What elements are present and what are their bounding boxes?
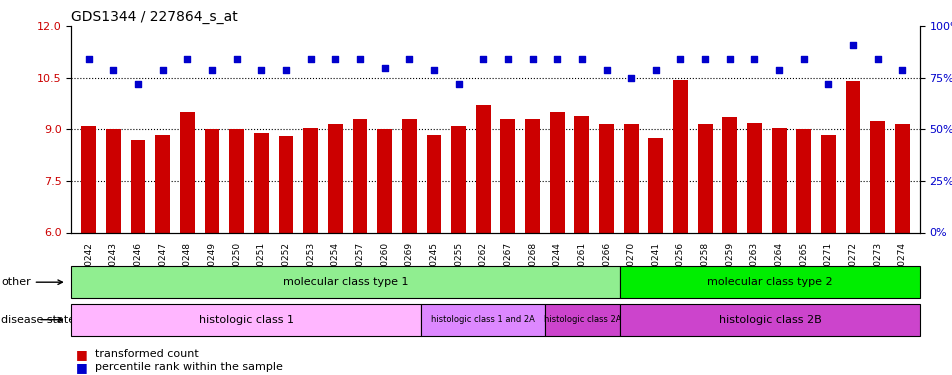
Point [525,56,540,62]
Bar [253,133,268,232]
Text: ■: ■ [76,361,88,374]
Bar [130,140,146,232]
Point [155,67,170,73]
Point [204,67,219,73]
Bar [426,135,441,232]
Point [647,67,663,73]
FancyBboxPatch shape [620,304,919,336]
Text: percentile rank within the sample: percentile rank within the sample [95,363,283,372]
Bar [180,112,194,232]
Bar [450,126,466,232]
Point [771,67,786,73]
Text: other: other [1,277,62,287]
Point [574,56,589,62]
Point [894,67,909,73]
Point [228,56,244,62]
Point [820,81,835,87]
Bar [672,80,687,232]
Bar [722,117,737,232]
Point [426,67,441,73]
Text: molecular class type 2: molecular class type 2 [706,277,832,287]
Bar [303,128,318,232]
Bar [697,124,712,232]
Text: transformed count: transformed count [95,350,199,359]
Point [598,67,613,73]
Point [401,56,416,62]
Point [623,75,638,81]
Text: ■: ■ [76,348,88,361]
Bar [205,129,219,232]
Point [327,56,343,62]
Text: histologic class 1: histologic class 1 [198,315,293,325]
Bar [549,112,564,232]
Bar [624,124,638,232]
Point [352,56,367,62]
Bar [106,129,121,232]
Point [278,67,293,73]
Bar [746,123,761,232]
Bar [869,121,884,232]
Point [81,56,96,62]
Bar [894,124,909,232]
FancyBboxPatch shape [620,266,919,298]
Bar [81,126,96,232]
Point [303,56,318,62]
Bar [352,119,367,232]
Bar [327,124,343,232]
Bar [278,136,293,232]
Text: molecular class type 1: molecular class type 1 [283,277,408,287]
Bar [771,128,785,232]
Point [180,56,195,62]
Point [869,56,884,62]
Bar [599,124,613,232]
Point [106,67,121,73]
Bar [377,129,391,232]
FancyBboxPatch shape [545,304,620,336]
Bar [574,116,588,232]
Text: GDS1344 / 227864_s_at: GDS1344 / 227864_s_at [71,10,238,24]
Point [746,56,762,62]
Bar [821,135,835,232]
Point [377,64,392,70]
Point [795,56,810,62]
Bar [844,81,860,232]
Point [672,56,687,62]
Point [475,56,490,62]
Point [549,56,565,62]
Text: disease state: disease state [1,315,75,325]
Text: histologic class 1 and 2A: histologic class 1 and 2A [430,315,534,324]
Bar [525,119,540,232]
Bar [155,135,169,232]
FancyBboxPatch shape [420,304,545,336]
Point [844,42,860,48]
Bar [475,105,490,232]
Point [253,67,268,73]
Bar [647,138,663,232]
Bar [229,129,244,232]
Point [722,56,737,62]
Text: histologic class 2B: histologic class 2B [718,315,821,325]
Point [500,56,515,62]
Text: histologic class 2A: histologic class 2A [544,315,621,324]
FancyBboxPatch shape [71,266,620,298]
FancyBboxPatch shape [71,304,420,336]
Bar [402,119,416,232]
Bar [500,119,515,232]
Point [450,81,466,87]
Point [697,56,712,62]
Point [130,81,146,87]
Bar [796,129,810,232]
